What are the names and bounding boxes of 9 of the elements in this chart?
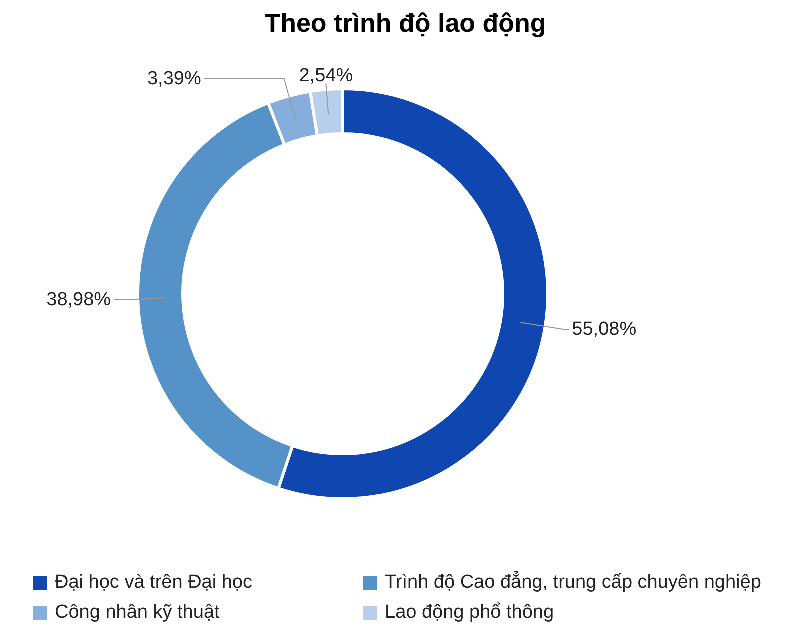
legend-label: Công nhân kỹ thuật [55,602,220,624]
legend-label: Trình độ Cao đẳng, trung cấp chuyên nghiệp [385,572,762,594]
legend-label: Đại học và trên Đại học [55,572,252,594]
data-label: 55,08% [572,318,637,340]
data-label: 2,54% [299,66,354,87]
chart-title: Theo trình độ lao động [264,8,548,39]
legend-label: Lao động phổ thông [385,602,554,624]
data-label: 38,98% [46,289,112,310]
data-label: 3,39% [147,68,202,90]
